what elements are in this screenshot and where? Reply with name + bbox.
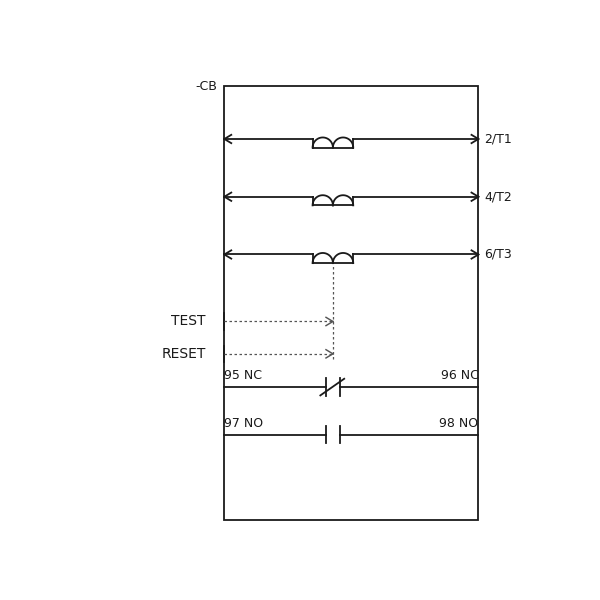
Text: TEST: TEST: [172, 314, 206, 328]
Text: 6/T3: 6/T3: [484, 248, 512, 261]
Text: 4/T2: 4/T2: [484, 190, 512, 203]
Text: RESET: RESET: [161, 347, 206, 361]
Text: 97 NO: 97 NO: [224, 417, 263, 430]
Text: 95 NC: 95 NC: [224, 370, 262, 382]
Text: -CB: -CB: [196, 80, 217, 93]
Bar: [224, 86, 478, 520]
Text: 96 NC: 96 NC: [440, 370, 478, 382]
Text: 2/T1: 2/T1: [484, 133, 512, 145]
Text: 98 NO: 98 NO: [439, 417, 478, 430]
